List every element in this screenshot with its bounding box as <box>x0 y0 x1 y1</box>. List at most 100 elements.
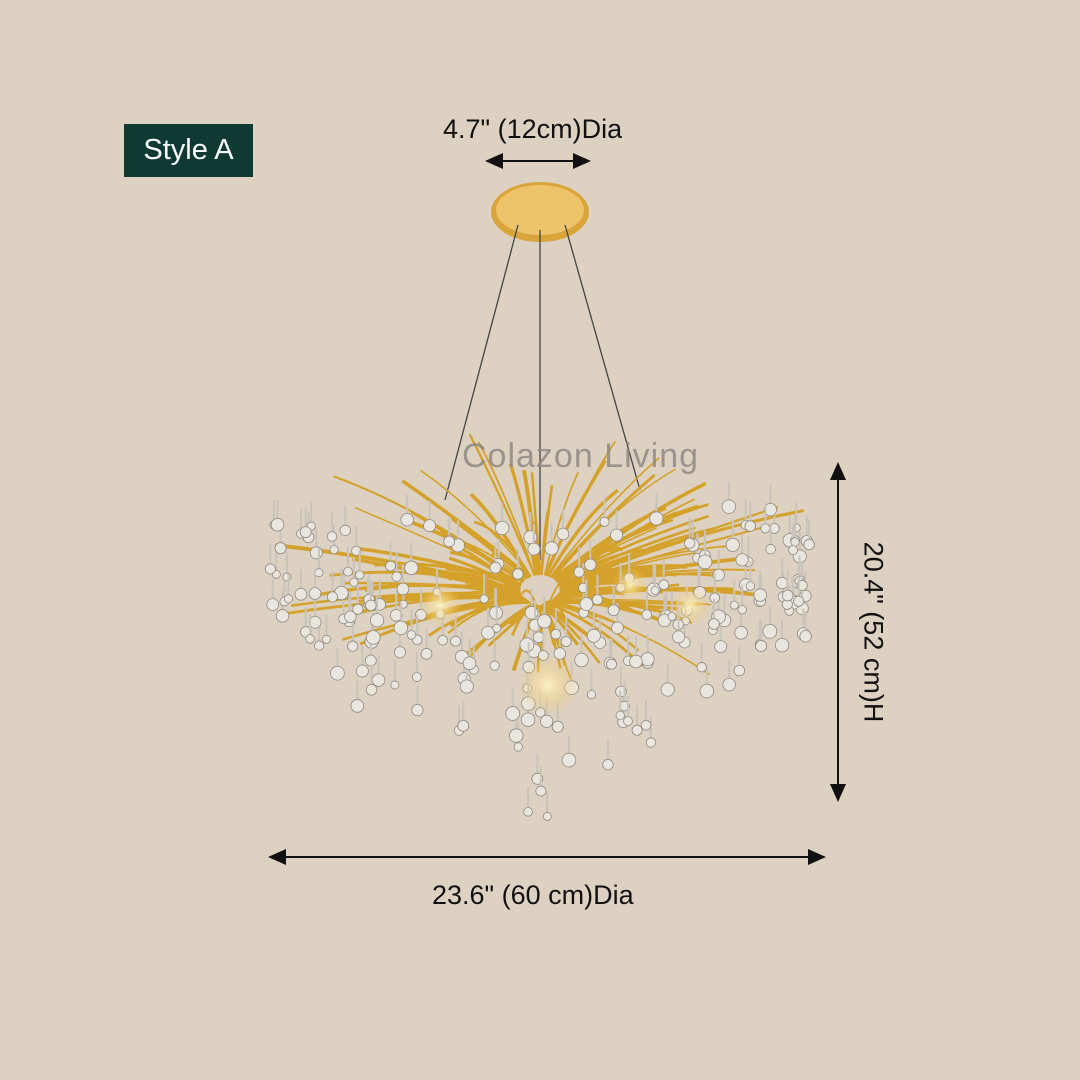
crystal-drop <box>544 523 559 556</box>
crystal-drop <box>264 543 276 575</box>
crystal-drop <box>699 666 715 699</box>
crystal-drop <box>443 516 456 548</box>
crystal-drop <box>745 561 756 591</box>
crystal-drop <box>351 525 362 556</box>
crystal-drop <box>396 564 410 596</box>
branch <box>551 601 710 676</box>
crystal-drop <box>658 559 670 591</box>
crystal-drop <box>347 621 359 652</box>
branch <box>539 510 550 576</box>
crystal-drop <box>270 499 285 532</box>
crystal-drop <box>542 791 552 821</box>
crystal-drop <box>391 551 402 582</box>
crystal-drop <box>733 645 746 677</box>
crystal-drop <box>326 571 338 603</box>
crystal-drop <box>660 664 675 697</box>
crystal-drop <box>411 652 422 682</box>
crystal-drop <box>709 572 721 604</box>
crystal-drop <box>649 493 664 526</box>
crystal-drop <box>343 546 353 577</box>
crystal-drop <box>481 607 495 640</box>
crystal-drop <box>282 551 292 582</box>
crystal-drop <box>550 609 562 640</box>
crystal-drop <box>744 501 757 532</box>
crystal-drop <box>762 606 778 639</box>
crystal-drop <box>350 680 365 713</box>
style-badge: Style A <box>124 124 253 177</box>
crystal-drop <box>365 580 377 612</box>
crystal-drop <box>385 541 396 572</box>
crystal-drop <box>489 640 500 671</box>
branch <box>546 488 619 578</box>
crystal-drop <box>763 484 778 517</box>
crystal-drop <box>355 646 369 678</box>
crystal-drop <box>776 558 789 590</box>
branch <box>550 575 600 604</box>
crystal-drop <box>573 546 585 578</box>
crystal-drop <box>527 524 541 556</box>
crystal-drop <box>495 503 510 536</box>
crystal-drop <box>790 516 800 547</box>
crystal-drop <box>406 609 417 640</box>
crystal-drop <box>420 628 433 660</box>
crystal-drop <box>631 705 643 736</box>
crystal-drop <box>308 568 322 600</box>
crystal-drop <box>330 648 345 681</box>
branch <box>545 440 616 577</box>
crystal-drop <box>349 557 359 587</box>
suspension-cables <box>444 224 641 560</box>
crystal-drop <box>556 508 570 541</box>
crystal-drop <box>586 610 601 643</box>
crystal-drop <box>535 766 547 797</box>
crystal-drop <box>537 596 552 629</box>
crystal-drop <box>326 511 338 542</box>
crystal-drop <box>737 584 747 615</box>
crystal-drop <box>781 570 794 602</box>
crystal-drop <box>650 565 660 595</box>
branch <box>554 514 709 582</box>
branch <box>530 472 541 576</box>
crystal-drop <box>619 681 630 712</box>
crystal-drop <box>799 611 812 643</box>
crystal-drop <box>457 700 470 732</box>
crystal-drop <box>586 669 597 700</box>
crystal-drop <box>615 690 625 720</box>
crystal-drop <box>610 510 624 542</box>
crystal-drop <box>623 696 633 727</box>
crystal-drop <box>294 569 308 601</box>
crystal-drop <box>574 634 589 668</box>
crystal-drop <box>411 685 424 717</box>
crystal-drop <box>641 589 653 620</box>
crystal-drop <box>722 659 736 692</box>
crystal-drop <box>599 496 610 527</box>
crystal-drop <box>369 595 385 628</box>
width-diameter-label: 23.6" (60 cm)Dia <box>432 880 634 910</box>
crystal-drop <box>697 536 713 570</box>
canopy <box>491 182 589 242</box>
bulb-glow <box>418 567 710 715</box>
branch <box>427 600 529 637</box>
branch <box>544 603 601 664</box>
crystal-drop <box>512 549 524 580</box>
crystal-drop <box>462 638 477 671</box>
crystal-drop <box>579 579 594 611</box>
crystal-drop <box>393 602 409 636</box>
crystal-drop <box>400 494 414 527</box>
crystal-drop <box>423 500 437 533</box>
branch <box>354 546 522 587</box>
crystal-drop <box>755 621 767 652</box>
crystal-drop <box>803 519 815 551</box>
crystal-drop <box>584 539 597 571</box>
branch <box>508 603 536 626</box>
crystal-drop <box>505 688 521 721</box>
crystal-drop <box>640 700 652 731</box>
crystal-drop <box>479 573 489 604</box>
branch <box>542 603 580 646</box>
crystal-drop <box>602 739 614 771</box>
canopy-diameter-label: 4.7" (12cm)Dia <box>443 114 623 144</box>
branch <box>552 547 623 581</box>
crystal-drop <box>492 603 502 633</box>
branch <box>556 548 644 584</box>
crystal-drop <box>489 542 502 574</box>
